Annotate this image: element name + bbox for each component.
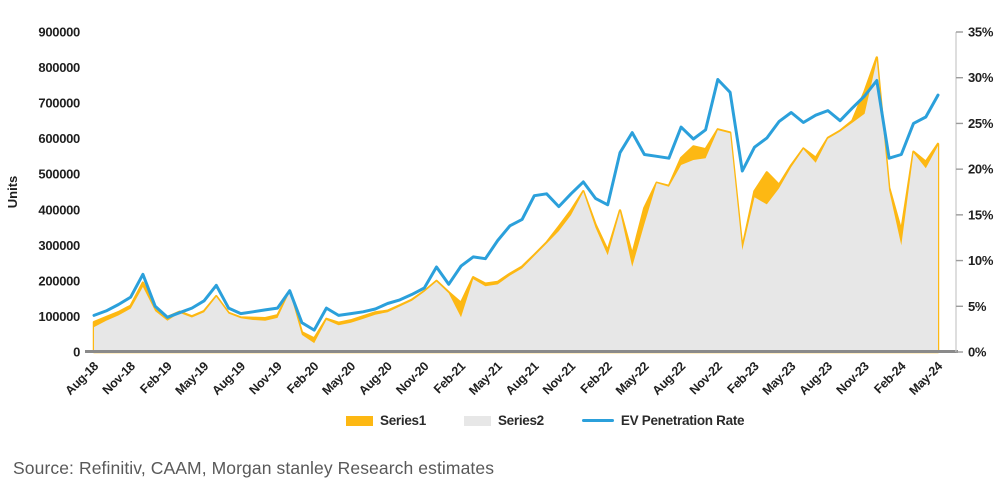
- legend-item-ev-penetration-rate: EV Penetration Rate: [581, 413, 745, 428]
- x-axis-tick-label: Nov-21: [540, 359, 578, 397]
- right-axis-tick-label: 10%: [968, 253, 994, 268]
- x-axis-tick-label: Feb-22: [578, 359, 615, 396]
- left-axis-tick-label: 700000: [38, 96, 80, 111]
- right-axis-tick-label: 15%: [968, 207, 994, 222]
- x-axis-tick-label: Nov-20: [393, 359, 431, 397]
- x-axis-tick-label: Aug-20: [356, 359, 395, 398]
- legend-item-series1: Series1: [346, 413, 426, 428]
- series2-area: [94, 60, 938, 353]
- x-axis-tick-label: Aug-19: [209, 359, 248, 398]
- x-axis-tick-label: Aug-18: [63, 359, 102, 398]
- right-axis-tick-label: 30%: [968, 70, 994, 85]
- legend-label-series2: Series2: [497, 413, 544, 428]
- x-axis-tick-label: Feb-20: [284, 359, 321, 396]
- x-axis-tick-label: Feb-23: [724, 359, 761, 396]
- x-axis-tick-label: Nov-22: [687, 359, 725, 397]
- left-axis-tick-label: 500000: [38, 167, 80, 182]
- x-axis-tick-label: May-24: [907, 359, 946, 398]
- right-axis-tick-label: 5%: [968, 299, 987, 314]
- x-axis-tick-label: May-19: [173, 359, 212, 398]
- x-axis-tick-label: Aug-22: [650, 359, 689, 398]
- left-axis-tick-label: 900000: [38, 25, 80, 40]
- x-axis-tick-label: Aug-23: [796, 359, 835, 398]
- x-axis-tick-label: May-22: [613, 359, 652, 398]
- x-axis-tick-label: Nov-23: [834, 359, 872, 397]
- left-axis-tick-label: 800000: [38, 60, 80, 75]
- right-axis-tick-label: 20%: [968, 162, 994, 177]
- chart-legend: Series1 Series2 EV Penetration Rate: [346, 413, 745, 428]
- x-axis-tick-label: Feb-19: [137, 359, 174, 396]
- left-axis-tick-label: 400000: [38, 202, 80, 217]
- left-axis-tick-label: 0: [73, 345, 80, 360]
- left-axis-tick-label: 600000: [38, 131, 80, 146]
- left-axis-tick-label: 200000: [38, 273, 80, 288]
- legend-item-series2: Series2: [463, 413, 544, 428]
- left-axis-title: Units: [5, 176, 20, 209]
- x-axis-tick-label: May-21: [466, 359, 505, 398]
- x-axis-tick-label: Aug-21: [503, 359, 542, 398]
- ev-penetration-line: [92, 78, 940, 332]
- right-axis-tick-label: 0%: [968, 345, 987, 360]
- left-axis-tick-label: 300000: [38, 238, 80, 253]
- legend-label-series1: Series1: [380, 413, 426, 428]
- left-axis-tick-label: 100000: [38, 309, 80, 324]
- right-axis-tick-label: 25%: [968, 116, 994, 131]
- series2-area-swatch: [463, 415, 491, 426]
- series1-area-swatch: [346, 415, 373, 426]
- ev-sales-penetration-chart: 0% 5% 10% 15% 20% 25% 30% 35% 0 100000 200000 30000…: [5, 25, 994, 398]
- source-note: Source: Refinitiv, CAAM, Morgan stanley …: [13, 458, 495, 478]
- x-axis-tick-label: Nov-19: [247, 359, 285, 397]
- x-axis-tick-label: Nov-18: [100, 359, 138, 397]
- x-axis-tick-label: Feb-21: [431, 359, 468, 396]
- legend-label-ev-penetration-rate: EV Penetration Rate: [620, 413, 745, 428]
- x-axis-tick-label: May-23: [760, 359, 799, 398]
- x-axis-tick-label: May-20: [319, 359, 358, 398]
- right-axis-tick-label: 35%: [968, 25, 994, 40]
- ev-penetration-line-swatch: [581, 419, 614, 422]
- x-axis-tick-label: Feb-24: [871, 359, 908, 396]
